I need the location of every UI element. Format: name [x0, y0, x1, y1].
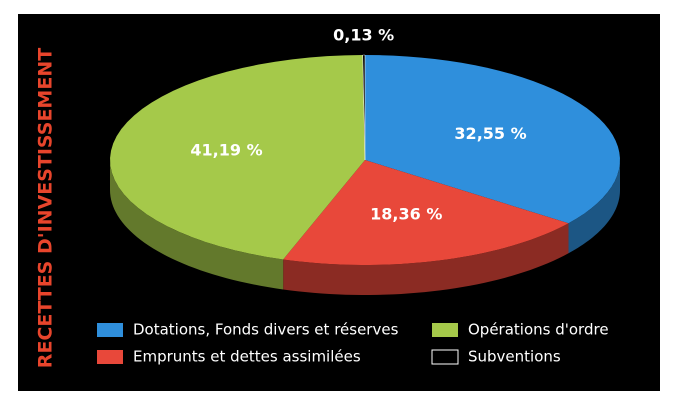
legend-swatch	[432, 323, 458, 337]
legend-label: Dotations, Fonds divers et réserves	[133, 321, 399, 339]
data-label: 0,13 %	[333, 26, 394, 45]
legend-swatch	[97, 350, 123, 364]
legend-swatch	[431, 349, 459, 365]
slice-side	[283, 223, 569, 295]
legend-swatch	[97, 323, 123, 337]
legend-label: Opérations d'ordre	[468, 321, 609, 339]
chart-title: RECETTES D'INVESTISSEMENT	[35, 48, 57, 368]
legend-label: Subventions	[468, 348, 561, 366]
data-label: 18,36 %	[370, 205, 442, 224]
data-label: 32,55 %	[454, 124, 526, 143]
legend-label: Emprunts et dettes assimilées	[133, 348, 361, 366]
data-label: 41,19 %	[190, 140, 262, 159]
slice-side	[568, 160, 620, 254]
slice-side	[110, 160, 284, 290]
slice	[110, 55, 365, 260]
slice	[283, 160, 569, 265]
slice	[362, 54, 366, 161]
slice	[365, 55, 620, 224]
